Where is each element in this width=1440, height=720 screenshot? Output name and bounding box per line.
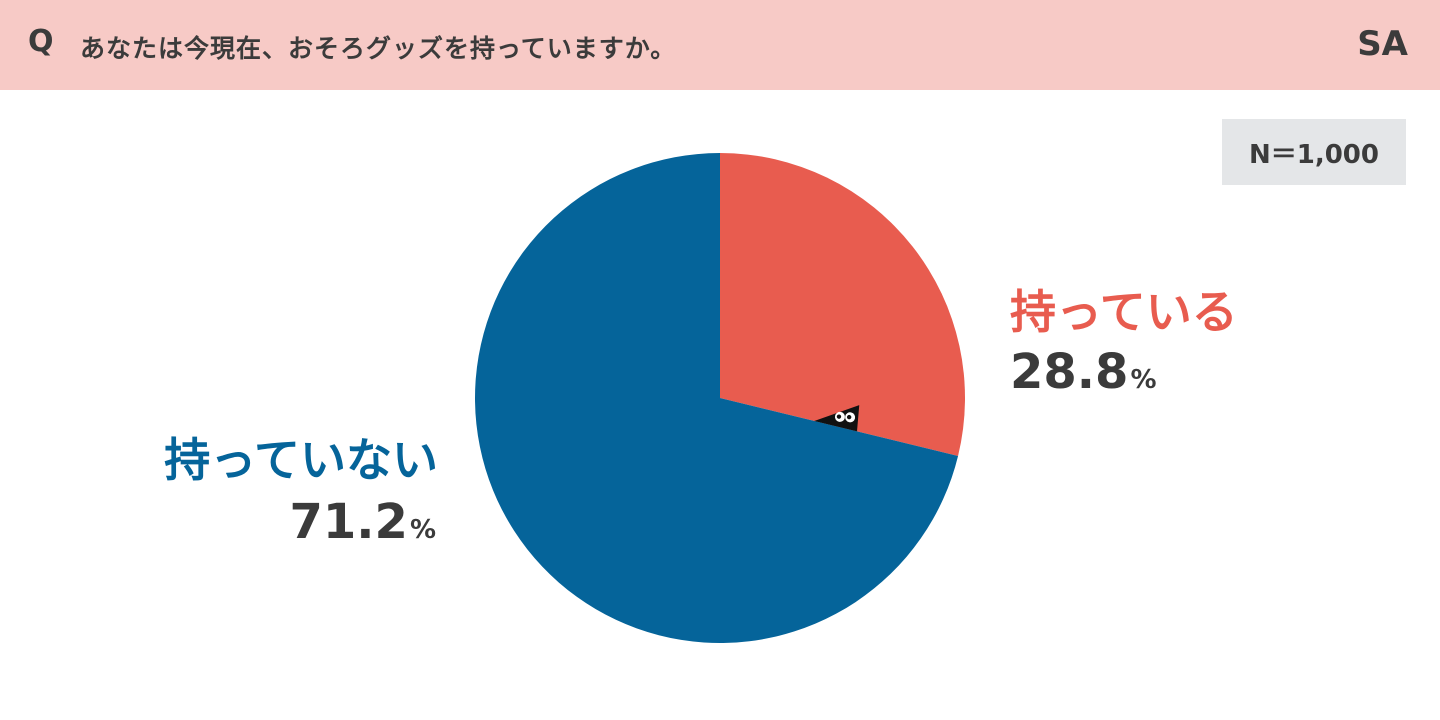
pie-slice-not xyxy=(475,153,959,643)
peeking-creature-icon xyxy=(814,405,860,432)
slice-label-not: 持っていない xyxy=(164,433,438,487)
slice-value-has: 28.8% xyxy=(1010,344,1157,400)
question-header: Q あなたは今現在、おそろグッズを持っていますか。 SA xyxy=(0,0,1440,90)
sample-size-badge: N＝1,000 xyxy=(1222,119,1406,185)
slice-value-not-unit: % xyxy=(409,515,436,545)
slice-value-has-unit: % xyxy=(1130,365,1157,395)
slice-label-has: 持っている xyxy=(1010,285,1238,339)
answer-type-label: SA xyxy=(1357,24,1408,64)
slice-value-not-number: 71.2 xyxy=(289,494,408,550)
slice-value-has-number: 28.8 xyxy=(1010,344,1129,400)
question-text: あなたは今現在、おそろグッズを持っていますか。 xyxy=(80,34,677,63)
pie-slice-has xyxy=(720,153,965,456)
question-mark: Q xyxy=(28,24,54,59)
slice-value-not: 71.2% xyxy=(290,494,437,550)
